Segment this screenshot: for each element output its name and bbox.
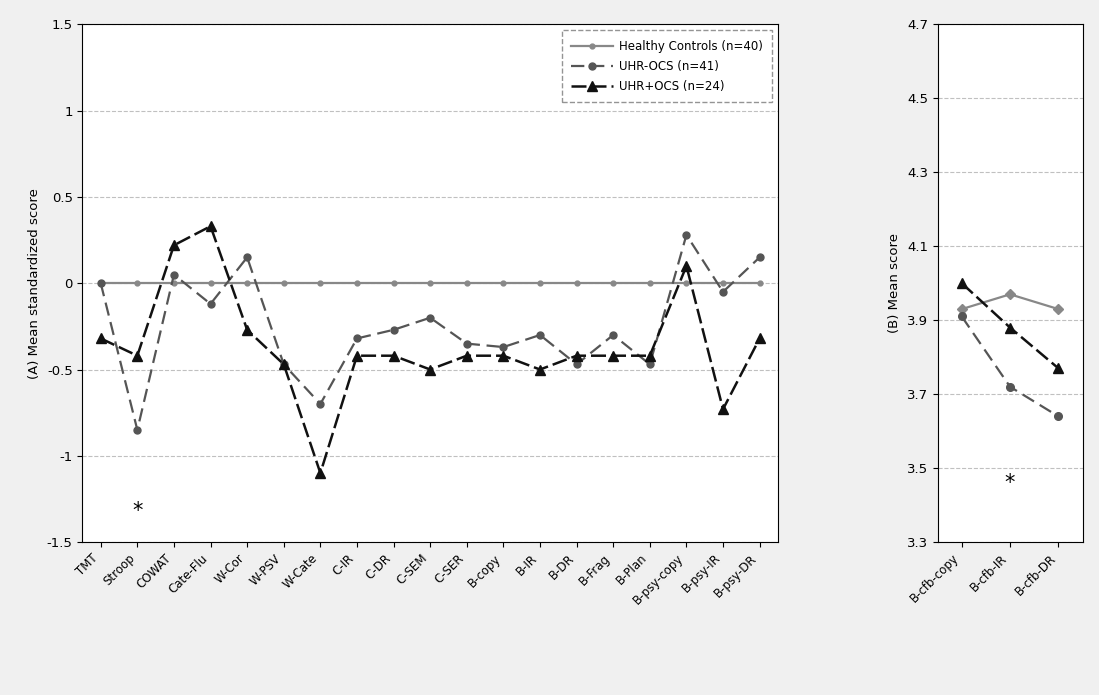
Text: *: * [132, 501, 143, 521]
Text: *: * [1004, 473, 1015, 493]
Y-axis label: (A) Mean standardized score: (A) Mean standardized score [29, 188, 42, 379]
Legend: Healthy Controls (n=40), UHR-OCS (n=41), UHR+OCS (n=24): Healthy Controls (n=40), UHR-OCS (n=41),… [562, 30, 771, 102]
Y-axis label: (B) Mean score: (B) Mean score [888, 234, 901, 333]
